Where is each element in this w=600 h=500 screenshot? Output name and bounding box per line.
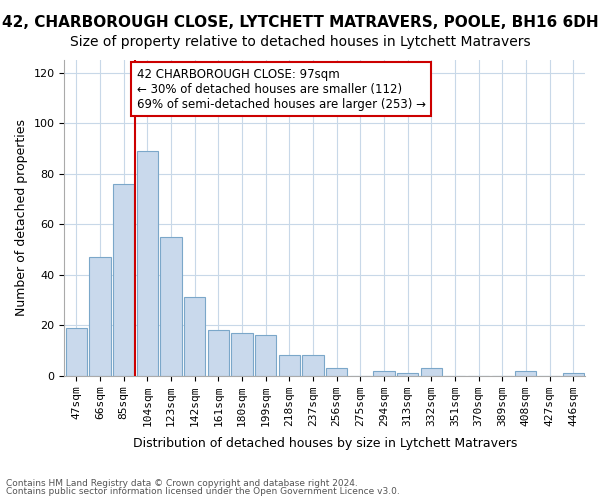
Bar [515,370,536,376]
Text: Contains HM Land Registry data © Crown copyright and database right 2024.: Contains HM Land Registry data © Crown c… [6,478,358,488]
Bar [563,373,584,376]
Text: Contains public sector information licensed under the Open Government Licence v3: Contains public sector information licen… [6,487,400,496]
Bar [160,237,182,376]
Bar [373,370,395,376]
Bar [326,368,347,376]
Bar [89,257,110,376]
Text: Size of property relative to detached houses in Lytchett Matravers: Size of property relative to detached ho… [70,35,530,49]
Bar [421,368,442,376]
Text: 42 CHARBOROUGH CLOSE: 97sqm
← 30% of detached houses are smaller (112)
69% of se: 42 CHARBOROUGH CLOSE: 97sqm ← 30% of det… [137,68,425,110]
Bar [137,151,158,376]
Bar [302,356,323,376]
Bar [397,373,418,376]
Y-axis label: Number of detached properties: Number of detached properties [15,120,28,316]
Bar [208,330,229,376]
Bar [184,298,205,376]
Bar [278,356,300,376]
Bar [255,336,276,376]
X-axis label: Distribution of detached houses by size in Lytchett Matravers: Distribution of detached houses by size … [133,437,517,450]
Bar [65,328,87,376]
Bar [113,184,134,376]
Bar [231,332,253,376]
Text: 42, CHARBOROUGH CLOSE, LYTCHETT MATRAVERS, POOLE, BH16 6DH: 42, CHARBOROUGH CLOSE, LYTCHETT MATRAVER… [2,15,598,30]
